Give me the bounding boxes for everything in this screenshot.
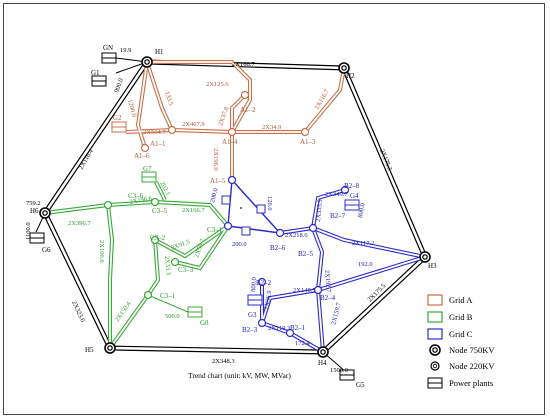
flow-a11-a14: 2X407.9 <box>182 121 205 128</box>
node-labels: GN H1 H2 H3 H4 H5 H6 G1 G6 G5 G2 G7 G8 G… <box>30 44 437 389</box>
flow-h2-a13: 2X116.7 <box>314 88 332 111</box>
label-g6: G6 <box>42 246 51 254</box>
nodes-220kv <box>103 90 350 338</box>
label-b2-3: B2–3 <box>242 326 258 334</box>
legend-grid-c: Grid C <box>449 329 473 339</box>
legend-node750: Node 750KV <box>449 345 495 355</box>
caption: Trend chart (unit: kV, MW, MVar) <box>188 371 291 380</box>
label-g7: G7 <box>143 165 152 173</box>
label-b2-8: B2–8 <box>344 182 360 190</box>
legend-grid-b: Grid B <box>449 312 473 322</box>
flow-a14-a13: 2X34.9 <box>262 124 281 131</box>
flow-h1-a1: 133.5 <box>163 90 174 106</box>
label-a1-5: A1–5 <box>210 177 226 185</box>
flow-g8-c31: 500.0 <box>165 313 180 320</box>
label-c3-3: C3–3 <box>178 266 194 274</box>
label-b2-1: B2–1 <box>290 324 306 332</box>
flow-h5-h6: 2X323.6 <box>70 300 86 324</box>
label-a1-4: A1–4 <box>222 138 238 146</box>
label-b2-5: B2–5 <box>298 250 314 258</box>
label-g4: G4 <box>350 192 359 200</box>
flow-a12-a14: 2X37.8 <box>217 106 230 127</box>
label-gn: GN <box>103 44 113 52</box>
flow-gn-h1: 19.9 <box>120 47 131 54</box>
label-g5: G5 <box>356 381 365 389</box>
legend-node220: Node 220KV <box>449 361 495 371</box>
flow-b27-b25: 2X335.9 <box>315 199 324 222</box>
label-c3-5: C3–5 <box>152 207 168 215</box>
label-h4: H4 <box>318 359 327 367</box>
flow-h1-a16: 1200.0 <box>126 99 137 118</box>
label-b2-7: B2–7 <box>330 212 346 220</box>
flow-b22-b23: 2X96.9 <box>263 290 273 310</box>
flow-b25-h3: 2X117.2 <box>352 240 374 247</box>
flow-a15-b26: 120.0 <box>266 196 273 211</box>
label-c3-2: C3–2 <box>150 234 166 242</box>
flow-c32-c33: 2X91.5 <box>170 239 191 252</box>
label-c3-1: C3–1 <box>207 226 223 234</box>
flow-g3-b22: 800.0 <box>250 277 258 292</box>
flow-b26-b25: 2X218.6 <box>285 232 308 239</box>
legend-grid-c-swatch <box>427 328 443 340</box>
label-b2-4: B2–4 <box>320 294 336 302</box>
flow-c36-c31: 2X100.6 <box>98 240 105 263</box>
grid-a-lines <box>125 60 346 180</box>
flow-c31-c33: 2X59.7 <box>193 237 206 258</box>
flow-c32-c31x: 2X33.3 <box>163 256 172 276</box>
flow-b25-b24: 2X192.7 <box>323 270 332 294</box>
flow-g1-h1: 900.0 <box>113 78 125 94</box>
legend-plants: Power plants <box>449 378 493 388</box>
label-c3-6: C3–6 <box>128 192 144 200</box>
label-h5: H5 <box>85 346 94 354</box>
flow-h6-voltage: 759.2 <box>26 200 41 207</box>
power-plants <box>29 52 360 381</box>
label-g1: G1 <box>91 69 100 77</box>
flow-b21-h4: 172.4 <box>295 340 310 347</box>
flow-c31-b26: 200.0 <box>232 241 247 248</box>
flow-b23-b21: 2X119.3 <box>268 325 290 332</box>
flow-g5-h4: 1500.0 <box>330 367 348 374</box>
label-h1: H1 <box>155 48 164 56</box>
label-a1-1: A1–1 <box>150 140 166 148</box>
legend: Grid A Grid B Grid C Node 750KV Node 220… <box>427 294 495 389</box>
flow-g4-b27: 800.0 <box>357 203 366 219</box>
label-c3-1b: C3–1 <box>160 292 176 300</box>
flow-b28-b27: 2X349.7 <box>325 191 348 198</box>
label-b2-6: B2–6 <box>270 244 286 252</box>
label-g2: G2 <box>113 114 122 122</box>
label-g8: G8 <box>200 319 209 327</box>
flow-h1-h2: 2X166.7 <box>232 61 255 68</box>
flow-g2-a11: 2X564.7 <box>143 129 166 136</box>
label-a1-3: A1–3 <box>300 138 316 146</box>
flow-c35-c31: 2X166.7 <box>182 207 205 214</box>
label-h3: H3 <box>428 262 437 270</box>
flow-h1-a14: 2X125.6 <box>206 81 229 88</box>
flow-h6-c36: 2X396.7 <box>68 220 91 227</box>
legend-node750-icon <box>429 344 441 356</box>
label-g3: G3 <box>248 311 257 319</box>
flow-h4-h5: 2X348.3 <box>212 358 235 365</box>
flow-b23-b24: 2X148.5 <box>293 287 316 294</box>
tie-transformers <box>221 195 266 236</box>
legend-grid-a: Grid A <box>449 295 473 305</box>
diagram-frame <box>3 3 545 415</box>
flow-b24-h3: 192.0 <box>358 261 373 268</box>
flow-b24-h4: 2X159.7 <box>330 301 343 325</box>
backbone-lines <box>35 57 428 373</box>
label-b2-2: B2–2 <box>256 279 272 287</box>
label-a1-6: A1–6 <box>134 152 150 160</box>
flow-g6-h6: 1100.0 <box>25 222 32 240</box>
flow-a15-c35: 200.0 <box>209 188 220 204</box>
flow-a14-a15: 2X196.0 <box>212 148 219 171</box>
label-h6: H6 <box>30 207 39 215</box>
label-a1-2: A1–2 <box>240 106 256 114</box>
legend-grid-b-swatch <box>427 311 443 323</box>
flow-c36-c35: 2X196.6 <box>129 195 153 206</box>
flow-h2-h3: 2X175.3 <box>378 148 393 172</box>
label-h2: H2 <box>346 72 355 80</box>
legend-grid-a-swatch <box>427 294 443 306</box>
